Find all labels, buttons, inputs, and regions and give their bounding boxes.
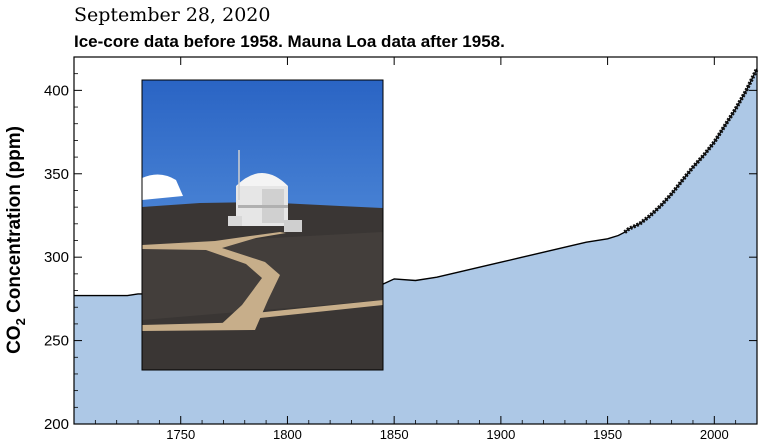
x-tick-label: 1750 [166,427,195,441]
seasonal-cycle-band [623,67,759,234]
x-tick-label: 1850 [380,427,409,441]
y-tick-label: 400 [44,82,69,99]
x-tick-label: 1900 [486,427,515,441]
observatory-photo [141,79,384,371]
date-heading: September 28, 2020 [74,4,271,26]
x-tick-label: 1950 [593,427,622,441]
axes-layer: 1750 1800 1850 1900 1950 2000 200 250 300 350 400 [44,56,758,441]
photo-cloud [142,174,183,200]
y-tick-label: 200 [44,416,69,433]
y-tick-label: 300 [44,249,69,266]
y-tick-label: 250 [44,333,69,350]
photo-boardwalk [142,232,286,330]
data-source-note: Ice-core data before 1958. Mauna Loa dat… [74,32,505,51]
y-tick-label: 350 [44,166,69,183]
x-tick-label: 1800 [273,427,302,441]
x-tick-label: 2000 [700,427,729,441]
photo-dome [236,173,288,186]
